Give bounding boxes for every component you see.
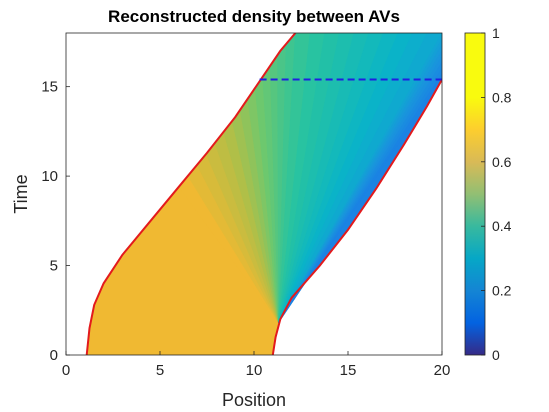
colorbar-tick-label: 0.8 bbox=[492, 89, 512, 105]
y-tick-label: 5 bbox=[50, 258, 58, 275]
x-tick-label: 5 bbox=[156, 362, 164, 379]
y-tick-label: 0 bbox=[50, 347, 58, 364]
chart-title: Reconstructed density between AVs bbox=[108, 7, 400, 26]
series-lines bbox=[85, 33, 442, 355]
x-tick-label: 15 bbox=[340, 362, 357, 379]
y-tick-label: 10 bbox=[41, 168, 58, 185]
y-axis-label: Time bbox=[11, 174, 31, 213]
axes: 0 5 10 15 20 0 5 10 15 bbox=[41, 32, 451, 379]
colorbar-tick-label: 0.2 bbox=[492, 283, 512, 299]
plot-area bbox=[85, 33, 442, 355]
colorbar-gradient bbox=[464, 32, 486, 356]
y-tick-label: 15 bbox=[41, 79, 58, 96]
left-trajectory-line bbox=[85, 33, 297, 355]
x-axis-label: Position bbox=[222, 390, 286, 410]
density-fills bbox=[86, 33, 442, 355]
colorbar: 0 0.2 0.4 0.6 0.8 1 bbox=[464, 25, 512, 363]
x-tick-label: 20 bbox=[434, 362, 451, 379]
colorbar-tick-label: 0.6 bbox=[492, 154, 512, 170]
colorbar-tick-label: 0 bbox=[492, 347, 500, 363]
x-tick-label: 0 bbox=[62, 362, 70, 379]
colorbar-tick-label: 1 bbox=[492, 25, 500, 41]
x-tick-label: 10 bbox=[246, 362, 263, 379]
right-trajectory-line bbox=[271, 79, 442, 355]
colorbar-tick-label: 0.4 bbox=[492, 218, 512, 234]
